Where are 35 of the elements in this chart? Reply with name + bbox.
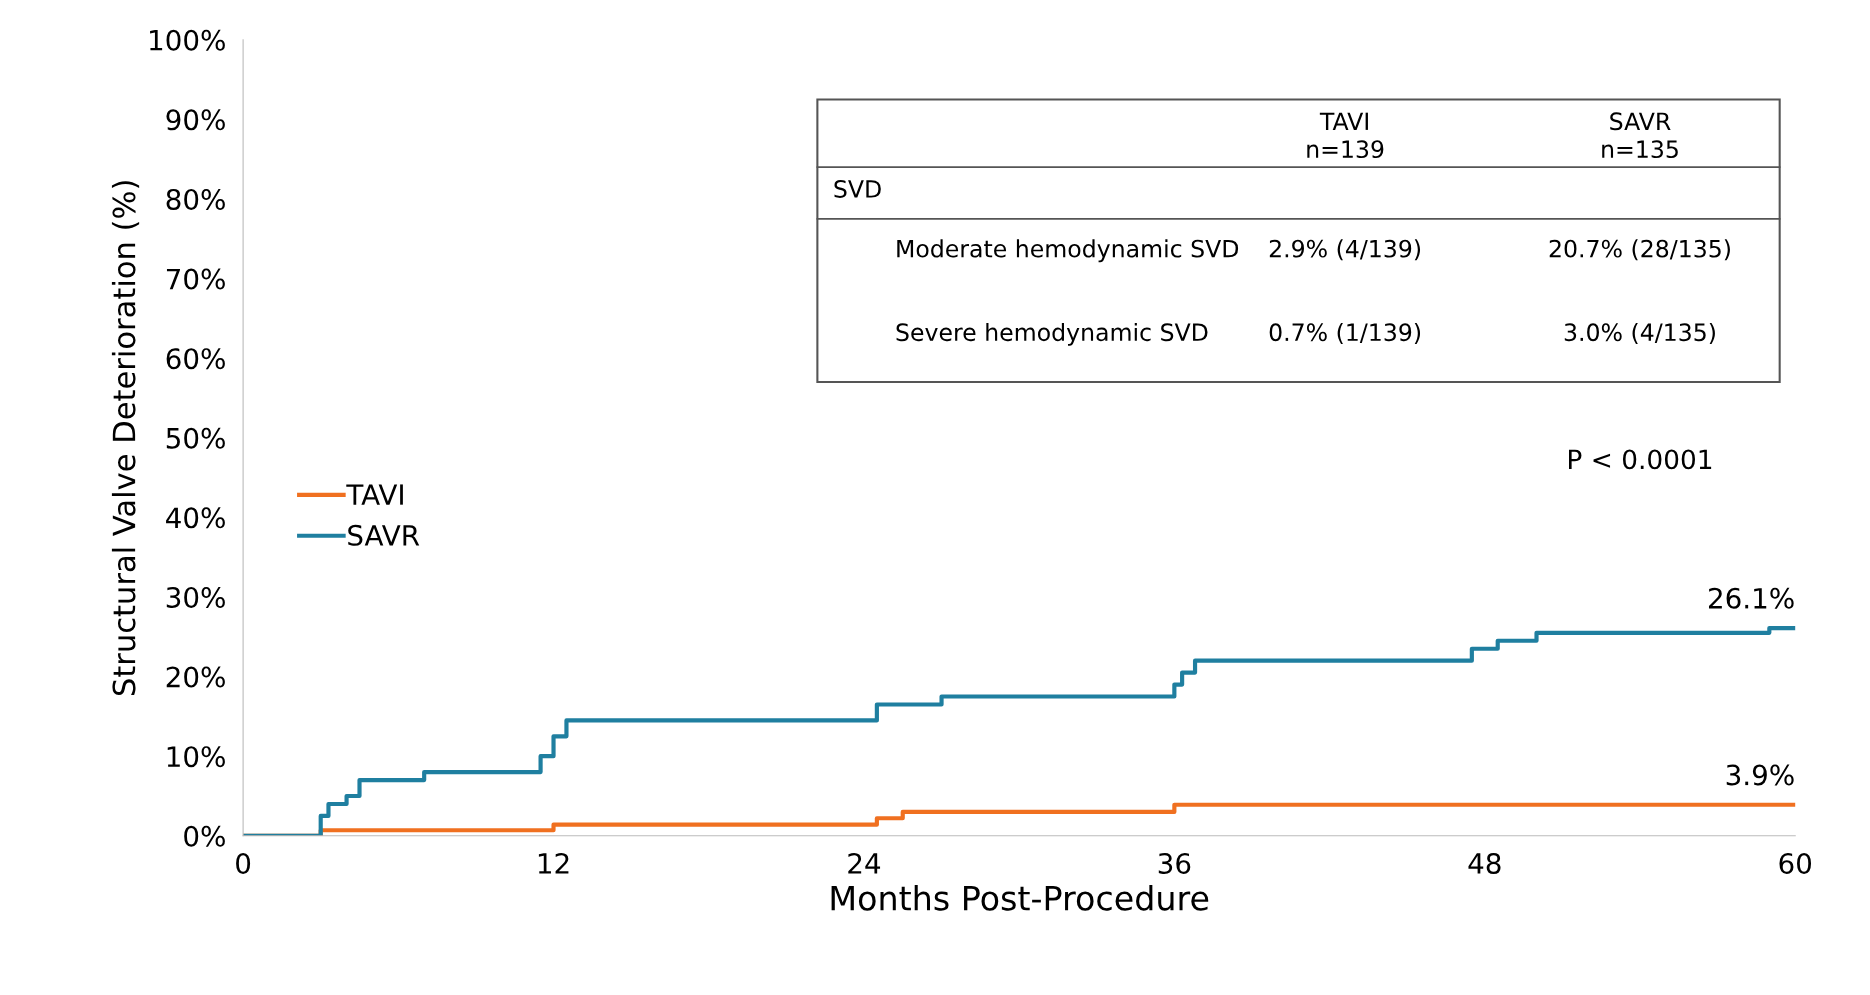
annotation: 26.1% <box>1708 587 1794 609</box>
y-tick-label: 20% <box>166 666 225 688</box>
annotation: n=135 <box>1602 140 1678 159</box>
y-tick-label: 80% <box>166 188 225 210</box>
y-tick-label: 40% <box>166 507 225 529</box>
legend-label: SAVR <box>348 524 420 546</box>
annotation: TAVI <box>1319 112 1368 130</box>
y-tick-label: 70% <box>166 268 225 290</box>
y-tick-label: 90% <box>166 109 225 131</box>
annotation: n=139 <box>1307 140 1384 159</box>
legend-label: TAVI <box>346 484 403 505</box>
annotation: 20.7% (28/135) <box>1549 239 1730 261</box>
annotation: 2.9% (4/139) <box>1269 239 1421 261</box>
annotation: P < 0.0001 <box>1569 449 1712 470</box>
y-tick-label: 10% <box>167 746 225 768</box>
y-axis-title: Structural Valve Deterioration (%) <box>111 181 140 696</box>
annotation: SVD <box>834 180 881 198</box>
x-tick-label: 0 <box>236 852 251 874</box>
annotation: 3.9% <box>1726 764 1794 786</box>
y-tick-label: 0% <box>184 825 225 847</box>
annotation: 3.0% (4/135) <box>1564 322 1715 344</box>
x-tick-label: 60 <box>1779 852 1812 874</box>
annotation: Severe hemodynamic SVD <box>896 322 1208 346</box>
y-tick-label: 100% <box>150 29 225 51</box>
y-tick-label: 30% <box>166 586 225 608</box>
annotation: 0.7% (1/139) <box>1269 322 1421 344</box>
x-tick-label: 24 <box>848 852 881 874</box>
y-tick-label: 60% <box>166 348 225 370</box>
annotation: Moderate hemodynamic SVD <box>897 239 1239 263</box>
x-tick-label: 48 <box>1468 852 1501 874</box>
x-tick-label: 12 <box>538 852 569 874</box>
y-tick-label: 50% <box>166 427 225 449</box>
x-tick-label: 36 <box>1158 852 1191 874</box>
annotation: SAVR <box>1610 112 1671 131</box>
x-axis-title: Months Post-Procedure <box>831 884 1209 911</box>
